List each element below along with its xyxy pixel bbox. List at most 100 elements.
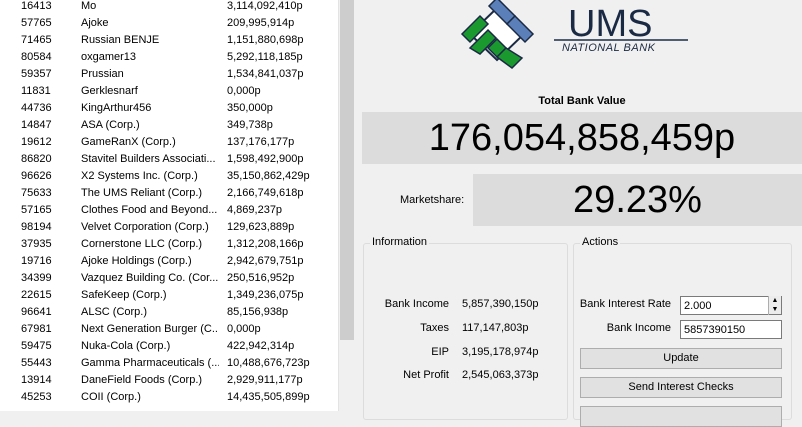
marketshare-display: 29.23% [473,174,802,226]
account-balance: 1,534,841,037p [227,68,304,80]
account-row[interactable]: 67981 Next Generation Burger (C... 0,000p [0,321,338,338]
account-row[interactable]: 37935 Cornerstone LLC (Corp.) 1,312,208,16… [0,236,338,253]
account-balance: 137,176,177p [227,136,295,148]
account-balance: 1,349,236,075p [227,289,304,301]
account-name: X2 Systems Inc. (Corp.) [81,170,198,182]
account-balance: 14,435,505,899p [227,391,310,403]
account-id: 96626 [21,170,52,182]
account-balance: 35,150,862,429p [227,170,310,182]
account-row[interactable]: 13914 DaneField Foods (Corp.) 2,929,911,17… [0,372,338,389]
account-balance: 5,292,118,185p [227,51,303,63]
interest-rate-value: 2.000 [684,300,712,312]
account-row[interactable]: 57165 Clothes Food and Beyond... 4,869,237… [0,202,338,219]
spin-down-icon[interactable]: ▼ [769,305,781,314]
account-row[interactable]: 45253 COII (Corp.) 14,435,505,899p [0,389,338,406]
account-name: ALSC (Corp.) [81,306,148,318]
account-name: Clothes Food and Beyond... [81,204,218,216]
send-interest-checks-button[interactable]: Send Interest Checks [580,377,782,398]
account-balance: 2,166,749,618p [227,187,304,199]
account-name: Velvet Corporation (Corp.) [81,221,209,233]
account-name: DaneField Foods (Corp.) [81,374,203,386]
account-id: 57765 [21,17,52,29]
account-row[interactable]: 98194 Velvet Corporation (Corp.) 129,623,8… [0,219,338,236]
account-row[interactable]: 57765 Ajoke 209,995,914p [0,15,338,32]
account-balance: 3,114,092,410p [227,0,303,12]
account-name: oxgamer13 [81,51,137,63]
account-balance: 350,000p [227,102,273,114]
account-balance: 0,000p [227,85,261,97]
account-id: 59475 [21,340,52,352]
marketshare-label: Marketshare: [400,194,465,206]
accounts-list[interactable]: 16413 Mo 3,114,092,410p 57765 Ajoke 209,995,9… [0,0,338,411]
account-id: 34399 [21,272,52,284]
account-row[interactable]: 75633 The UMS Reliant (Corp.) 2,166,749,61… [0,185,338,202]
account-id: 67981 [21,323,52,335]
account-name: Gamma Pharmaceuticals (... [81,357,219,369]
account-id: 45253 [21,391,52,403]
account-row[interactable]: 14847 ASA (Corp.) 349,738p [0,117,338,134]
account-name: GameRanX (Corp.) [81,136,176,148]
account-row[interactable]: 80584 oxgamer13 5,292,118,185p [0,49,338,66]
account-name: Vazquez Building Co. (Cor... [81,272,219,284]
account-balance: 2,942,679,751p [227,255,304,267]
account-name: Mo [81,0,97,12]
account-id: 11831 [21,85,51,97]
spin-up-icon[interactable]: ▲ [769,296,781,305]
account-name: Nuka-Cola (Corp.) [81,340,171,352]
account-id: 22615 [21,289,52,301]
actions-group-title: Actions [580,236,621,248]
account-balance: 1,151,880,698p [227,34,304,46]
account-balance: 250,516,952p [227,272,295,284]
account-balance: 209,995,914p [227,17,295,29]
hidden-action-button[interactable] [580,406,782,427]
account-row[interactable]: 86820 Stavitel Builders Associati... 1,598… [0,151,338,168]
account-id: 98194 [21,221,52,233]
account-row[interactable]: 71465 Russian BENJE 1,151,880,698p [0,32,338,49]
account-id: 86820 [21,153,52,165]
account-row[interactable]: 22615 SafeKeep (Corp.) 1,349,236,075p [0,287,338,304]
account-name: Ajoke Holdings (Corp.) [81,255,192,267]
update-button[interactable]: Update [580,348,782,369]
account-name: Gerklesnarf [81,85,138,97]
account-row[interactable]: 44736 KingArthur456 350,000p [0,100,338,117]
account-row[interactable]: 59475 Nuka-Cola (Corp.) 422,942,314p [0,338,338,355]
scrollbar-thumb[interactable] [340,0,354,340]
account-row[interactable]: 11831 Gerklesnarf 0,000p [0,83,338,100]
interest-rate-input[interactable]: 2.000 ▲ ▼ [680,296,782,315]
accounts-scrollbar[interactable] [338,0,356,411]
info-taxes-value: 117,147,803p [462,322,529,334]
account-name: Ajoke [81,17,109,29]
account-row[interactable]: 96626 X2 Systems Inc. (Corp.) 35,150,862,4… [0,168,338,185]
account-balance: 1,598,492,900p [227,153,304,165]
account-row[interactable]: 19716 Ajoke Holdings (Corp.) 2,942,679,751… [0,253,338,270]
account-row[interactable]: 19612 GameRanX (Corp.) 137,176,177p [0,134,338,151]
account-balance: 4,869,237p [227,204,283,216]
info-bank-income-label: Bank Income [384,298,449,310]
account-row[interactable]: 59357 Prussian 1,534,841,037p [0,66,338,83]
account-name: Cornerstone LLC (Corp.) [81,238,203,250]
account-balance: 0,000p [227,323,261,335]
account-id: 55443 [21,357,52,369]
info-net-profit-value: 2,545,063,373p [462,369,539,381]
account-id: 13914 [21,374,52,386]
account-row[interactable]: 34399 Vazquez Building Co. (Cor... 250,516… [0,270,338,287]
account-id: 19612 [21,136,52,148]
account-id: 96641 [21,306,52,318]
account-id: 57165 [21,204,52,216]
account-id: 59357 [21,68,52,80]
account-balance: 2,929,911,177p [227,374,303,386]
logo-subtitle: NATIONAL BANK [562,42,656,54]
bank-income-input[interactable]: 5857390150 [680,320,782,339]
info-taxes-label: Taxes [420,322,449,334]
account-balance: 129,623,889p [227,221,295,233]
account-balance: 10,488,676,723p [227,357,310,369]
account-name: The UMS Reliant (Corp.) [81,187,203,199]
account-row[interactable]: 96641 ALSC (Corp.) 85,156,938p [0,304,338,321]
info-net-profit-label: Net Profit [403,369,449,381]
account-name: KingArthur456 [81,102,152,114]
info-eip-label: EIP [431,346,449,358]
account-row[interactable]: 55443 Gamma Pharmaceuticals (... 10,488,67… [0,355,338,372]
account-id: 16413 [21,0,52,12]
interest-rate-spinner[interactable]: ▲ ▼ [768,296,781,315]
account-row[interactable]: 16413 Mo 3,114,092,410p [0,0,338,15]
